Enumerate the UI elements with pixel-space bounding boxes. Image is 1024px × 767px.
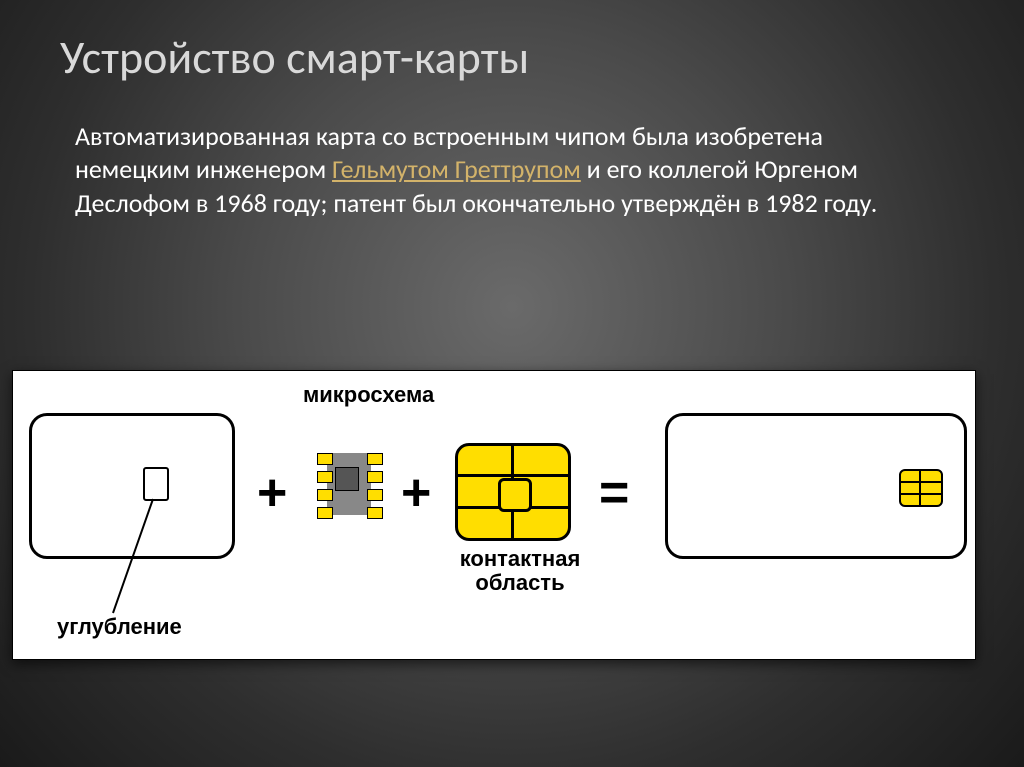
label-microchip: микросхема [303, 383, 434, 407]
plus-operator-1: + [257, 463, 287, 523]
contact-pad-icon [455, 443, 571, 541]
plus-operator-2: + [401, 463, 431, 523]
inventor-link[interactable]: Гельмутом Греттрупом [332, 153, 581, 185]
label-contact-area: контактнаяобласть [455, 547, 585, 595]
smartcard-result-chip-icon [899, 469, 943, 507]
microchip-icon [325, 449, 373, 519]
equals-operator: = [599, 463, 629, 523]
recess-pointer-line [13, 371, 253, 651]
slide-title: Устройство смарт-карты [60, 30, 529, 86]
smartcard-diagram: пластиковаяоснова микросхема контактнаяо… [12, 370, 976, 660]
slide-body: Автоматизированная карта со встроенным ч… [75, 120, 934, 220]
